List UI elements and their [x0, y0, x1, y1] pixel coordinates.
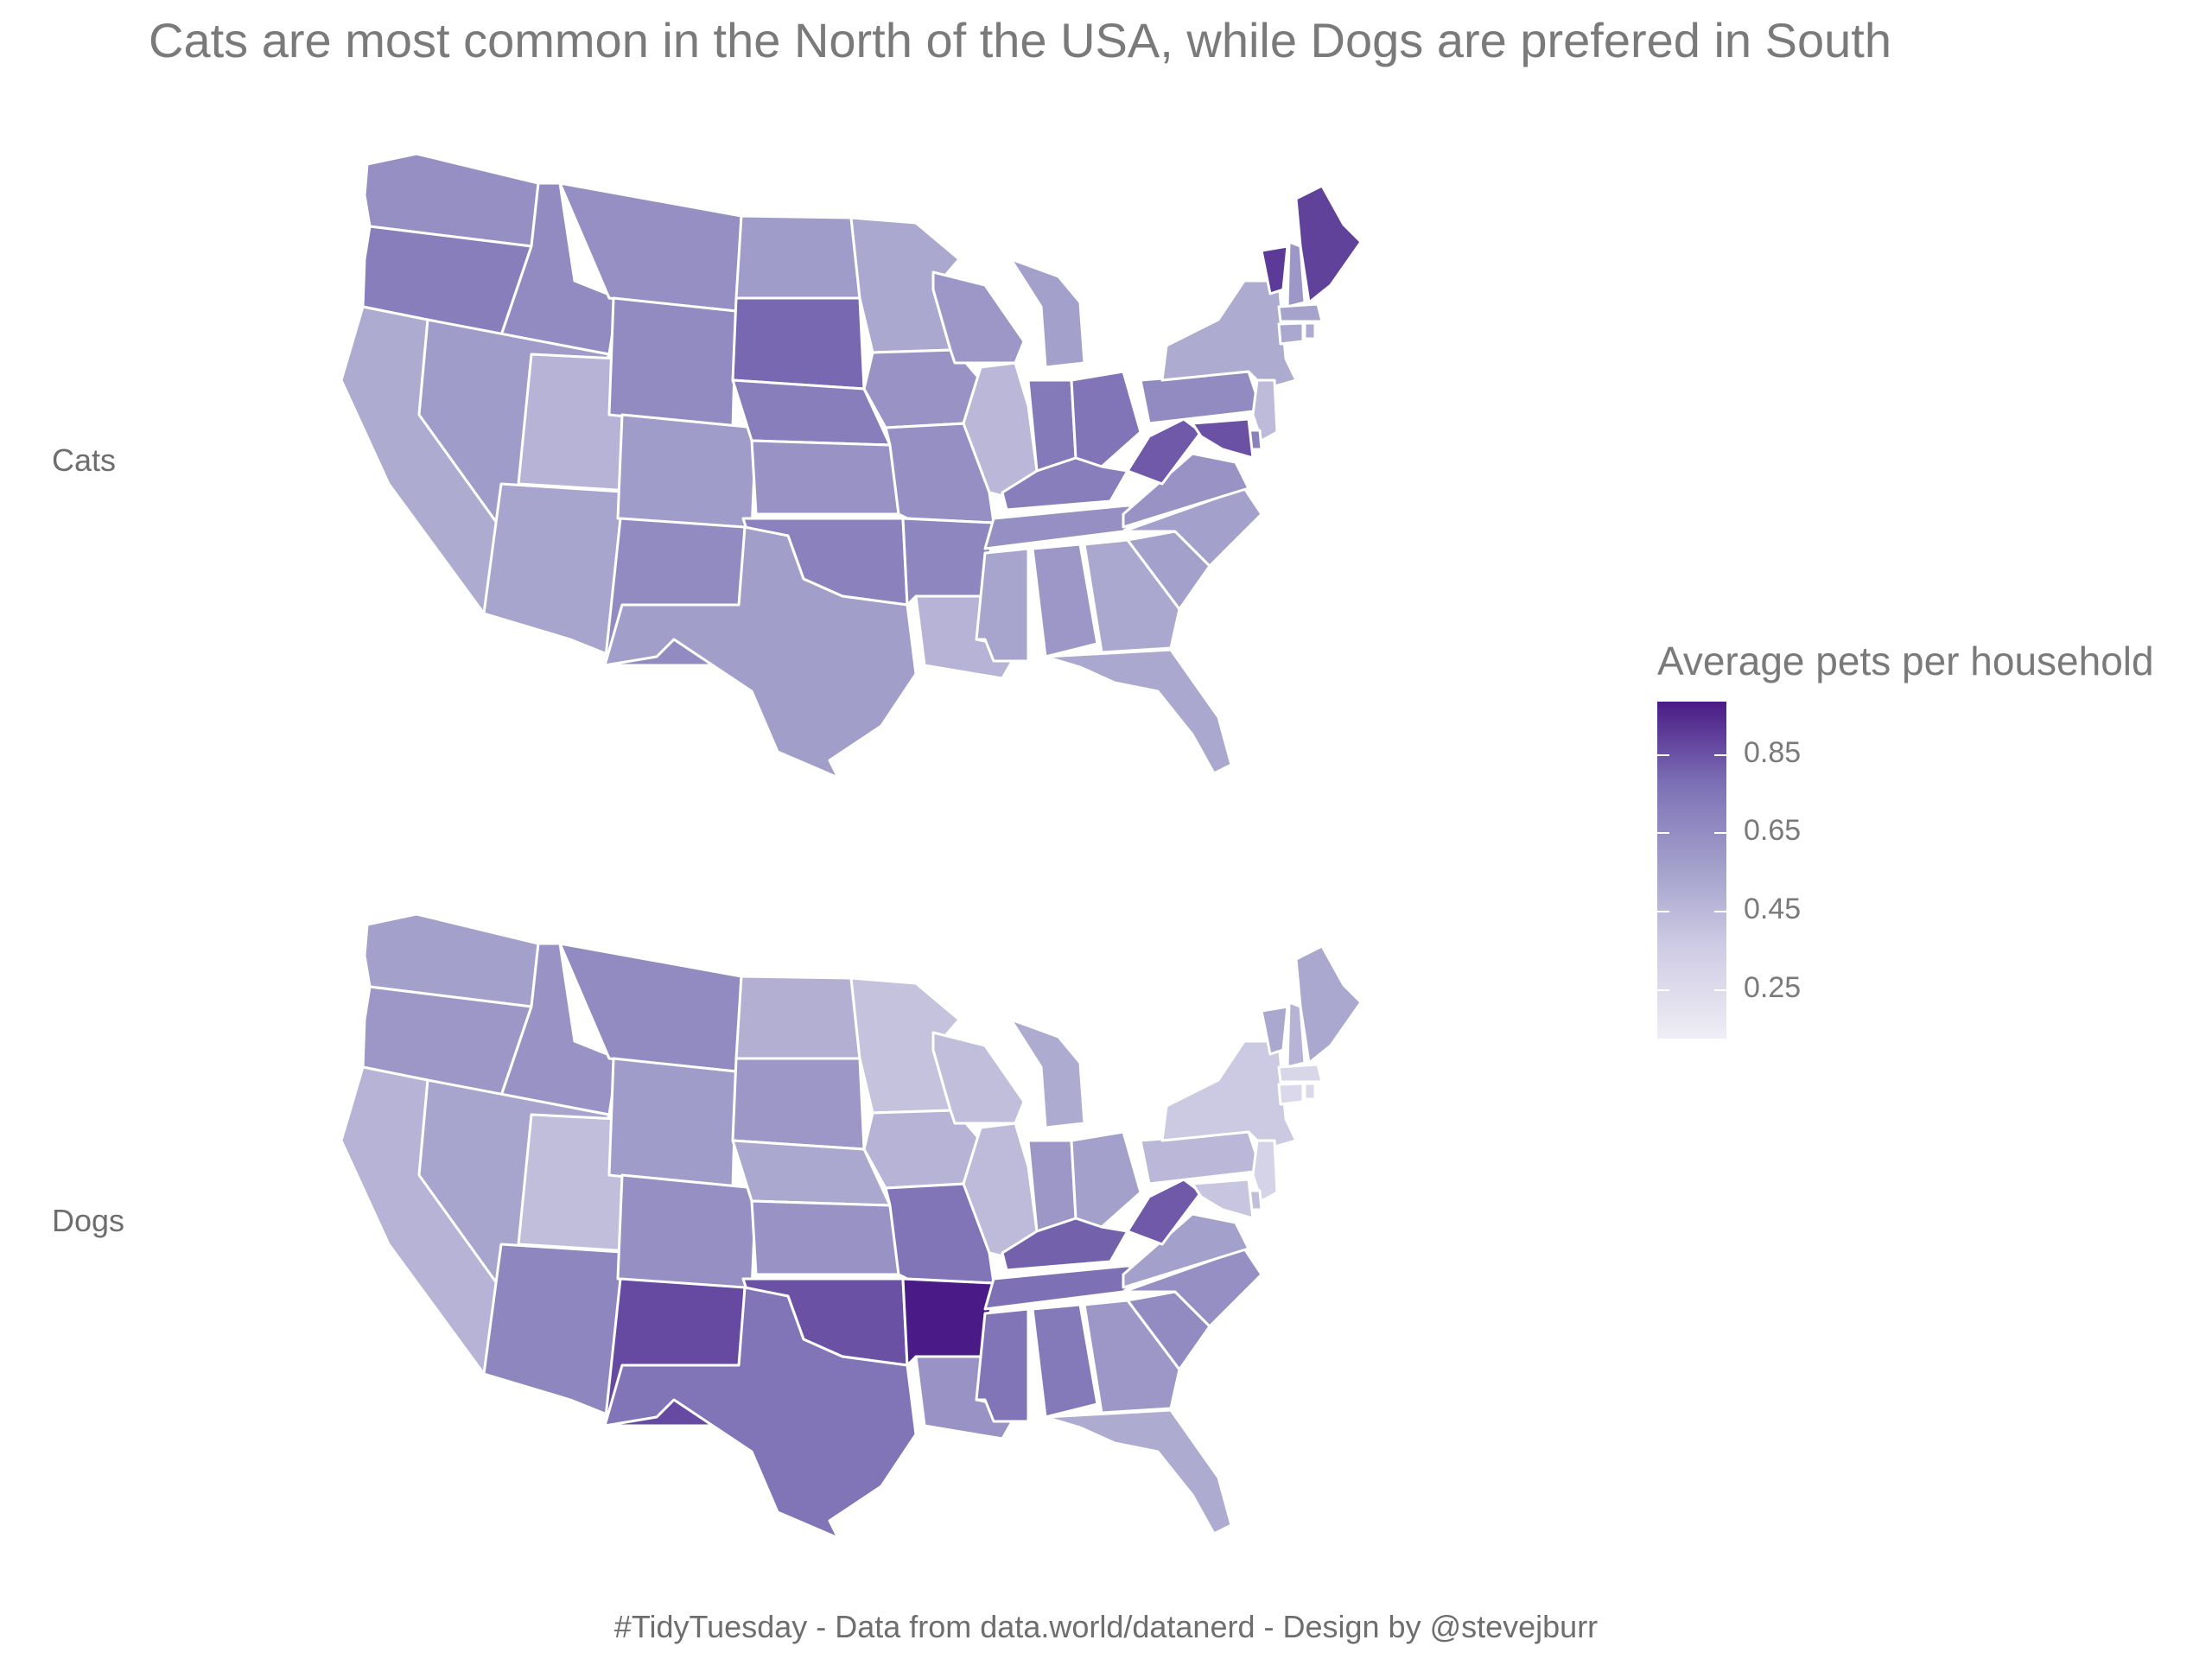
state-tx — [603, 525, 918, 779]
map-panel-cats — [340, 152, 1363, 779]
legend-label: 0.85 — [1744, 736, 1802, 769]
state-ct — [1277, 1082, 1305, 1106]
state-wy — [607, 1057, 738, 1190]
state-nj — [1251, 378, 1279, 442]
state-ms — [975, 547, 1030, 663]
legend-label: 0.45 — [1744, 893, 1802, 925]
state-me — [1294, 184, 1363, 304]
state-nh — [1286, 240, 1306, 308]
state-ks — [750, 1199, 900, 1276]
state-ga — [1083, 538, 1181, 654]
state-vt — [1260, 245, 1289, 296]
state-nh — [1286, 1001, 1306, 1069]
state-co — [616, 1173, 758, 1294]
state-mi — [1009, 1018, 1086, 1129]
state-wi — [931, 270, 1026, 365]
legend-title: Average pets per household — [1657, 639, 2154, 683]
state-mi — [1009, 257, 1086, 369]
state-ri — [1303, 321, 1317, 340]
state-ms — [975, 1307, 1030, 1423]
state-nd — [734, 975, 861, 1060]
state-ma — [1277, 302, 1324, 323]
legend-tick — [1657, 911, 1726, 912]
legend-tick — [1657, 754, 1726, 756]
state-fl — [1044, 1408, 1233, 1535]
state-ny — [1160, 279, 1298, 391]
chart-title: Cats are most common in the North of the… — [149, 13, 1891, 67]
state-wy — [607, 296, 738, 429]
state-ma — [1277, 1063, 1324, 1084]
state-vt — [1260, 1005, 1289, 1056]
facet-label-cats: Cats — [52, 442, 117, 478]
state-oh — [1070, 1130, 1142, 1229]
legend-tick — [1657, 989, 1726, 991]
state-ny — [1160, 1039, 1298, 1151]
state-al — [1031, 543, 1099, 658]
state-pa — [1139, 370, 1263, 425]
state-nd — [734, 214, 861, 300]
map-panel-dogs — [340, 912, 1363, 1540]
state-ks — [750, 439, 900, 516]
state-al — [1031, 1303, 1099, 1419]
legend-label: 0.25 — [1744, 971, 1802, 1004]
state-fl — [1044, 648, 1233, 775]
state-va — [1122, 1212, 1250, 1289]
state-oh — [1070, 370, 1142, 468]
state-ky — [1001, 456, 1129, 512]
legend-color-bar — [1657, 702, 1726, 1039]
caption: #TidyTuesday - Data from data.world/data… — [613, 1609, 1599, 1644]
legend-tick — [1657, 832, 1726, 834]
state-ct — [1277, 321, 1305, 346]
state-pa — [1139, 1130, 1263, 1185]
state-ri — [1303, 1082, 1317, 1101]
state-az — [482, 1243, 637, 1419]
state-me — [1294, 944, 1363, 1065]
legend-label: 0.65 — [1744, 814, 1802, 847]
state-md — [1191, 417, 1255, 460]
state-nj — [1251, 1139, 1279, 1203]
state-sd — [731, 296, 866, 391]
facet-label-dogs: Dogs — [52, 1203, 125, 1238]
state-in — [1027, 378, 1077, 473]
state-wi — [931, 1031, 1026, 1125]
state-va — [1122, 452, 1250, 529]
state-md — [1191, 1178, 1255, 1220]
state-in — [1027, 1139, 1077, 1233]
state-ky — [1001, 1217, 1129, 1272]
state-ga — [1083, 1299, 1181, 1414]
state-az — [482, 482, 637, 658]
state-sd — [731, 1057, 866, 1151]
state-tx — [603, 1286, 918, 1540]
state-co — [616, 413, 758, 533]
